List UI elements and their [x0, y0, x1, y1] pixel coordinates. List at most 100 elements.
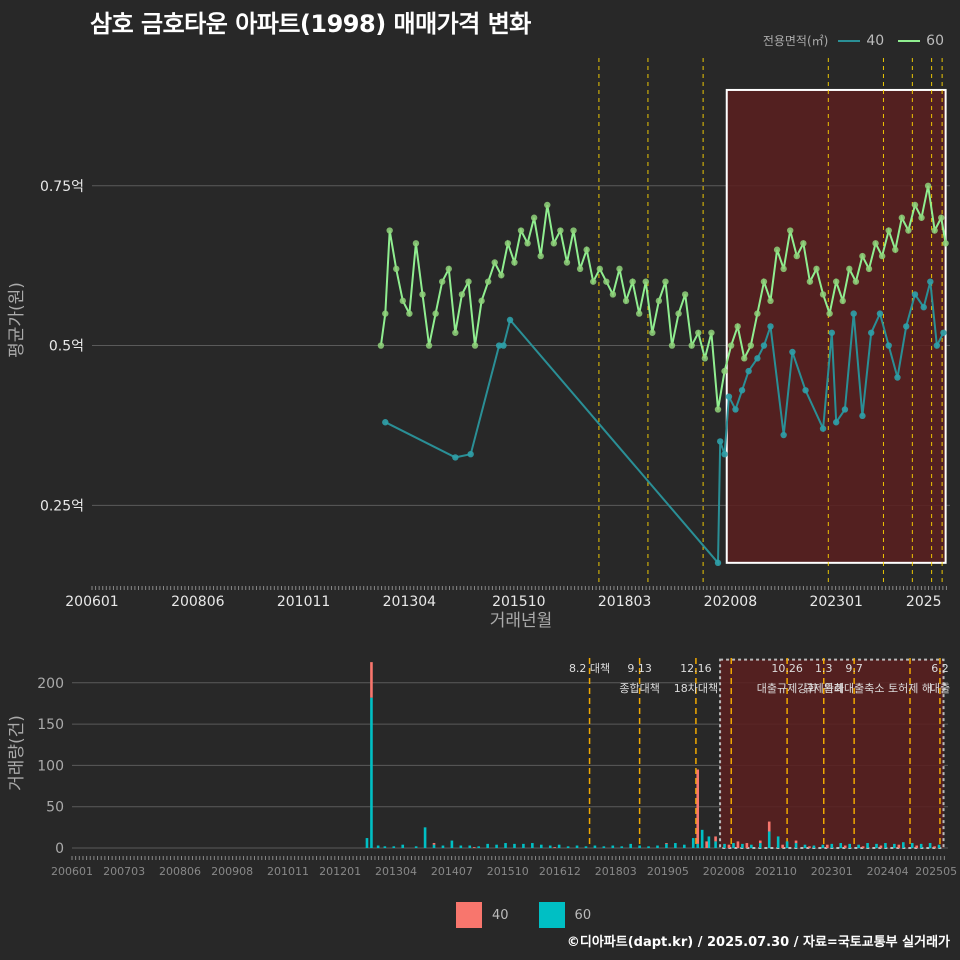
series-60-point [767, 297, 774, 305]
series-40-point [903, 323, 910, 330]
series-60-point [491, 259, 498, 266]
series-60-point [872, 240, 879, 247]
series-60-point [655, 297, 663, 305]
series-60-point [760, 278, 768, 285]
series-60-point [530, 214, 538, 221]
vol-bar-40 [432, 843, 436, 845]
series-60-point [911, 201, 919, 209]
series-40-point [802, 387, 809, 394]
legend-box-60 [538, 902, 565, 928]
y-tick-label: 0.75억 [40, 179, 84, 195]
series-60-point [635, 310, 643, 317]
series-60-point [898, 214, 906, 221]
series-60-point [938, 214, 945, 221]
legend-top: 전용면적(㎡) 40 60 [763, 32, 952, 49]
series-60-point [859, 252, 866, 260]
series-60-point [484, 278, 492, 285]
vol-bar-60 [620, 846, 624, 848]
vol-bar-60 [656, 845, 659, 848]
policy-annotation-name: 대출 [930, 682, 950, 695]
vol-x-tick-label: 200908 [211, 865, 253, 878]
policy-annotation-name: 규제완화 [804, 682, 844, 695]
vol-bar-60 [776, 836, 780, 848]
legend-top-title: 전용면적(㎡) [762, 34, 829, 48]
x-tick-label: 200601 [65, 594, 118, 610]
vol-x-tick-label: 201510 [487, 865, 529, 878]
series-60-point [471, 342, 479, 349]
vol-bar-60 [575, 845, 579, 848]
policy-annotation-date: 9.7 [845, 662, 863, 675]
x-axis-title: 거래년월 [490, 611, 553, 631]
vol-bar-40 [758, 840, 762, 844]
series-60-point [662, 278, 669, 285]
y-tick-label: 0.5억 [49, 339, 84, 355]
series-60-point [800, 240, 807, 247]
vol-bar-60 [376, 845, 380, 848]
policy-annotation-name: 종합대책 [619, 682, 659, 695]
vol-bar-60 [830, 843, 834, 848]
vol-x-tick-label: 202110 [755, 865, 797, 878]
vol-bar-40 [915, 845, 919, 848]
series-60-point [839, 297, 846, 305]
vol-bar-60 [707, 836, 711, 848]
x-tick-label: 2025 [906, 594, 942, 610]
vol-bar-60 [732, 843, 735, 848]
vol-bar-60 [674, 843, 677, 848]
policy-annotation-name: 대출규제강화 [757, 682, 818, 695]
series-60-point [681, 291, 689, 298]
series-60-point [668, 342, 676, 349]
series-40-point [714, 559, 722, 567]
series-60-point [675, 310, 682, 317]
legend-bottom: 40 60 [456, 902, 611, 928]
series-60-point [386, 227, 393, 234]
vol-x-tick-label: 201304 [375, 865, 417, 878]
vol-bar-40 [879, 845, 883, 848]
vol-bar-40 [370, 662, 373, 698]
series-60-point [885, 227, 892, 234]
vol-bar-40 [897, 844, 901, 848]
series-40-point [940, 329, 947, 336]
vol-bar-60 [884, 843, 887, 848]
vol-bar-60 [539, 844, 543, 848]
x-tick-label: 202301 [809, 594, 862, 610]
y-axis-title: 평균가(원) [7, 282, 27, 358]
series-60-point [793, 252, 800, 260]
series-60-point [563, 259, 571, 266]
legend-label-60: 60 [926, 32, 944, 49]
vol-bar-40 [727, 844, 731, 848]
series-40-point [760, 342, 768, 349]
x-tick-label: 201304 [383, 594, 437, 610]
series-60-point [498, 272, 505, 279]
vol-bar-60 [638, 845, 641, 848]
vol-bar-40 [745, 843, 749, 848]
vol-x-tick-label: 201407 [431, 865, 473, 878]
series-40-point [452, 454, 459, 461]
vol-bar-60 [937, 844, 941, 848]
vol-bar-60 [531, 843, 534, 848]
volume-chart: 0 50 100 150 200 8.2 대책 9.13 종합대책 12.16 18차대책 10.2… [7, 658, 957, 878]
vol-bar-60 [647, 846, 650, 848]
series-60-point [773, 246, 781, 253]
series-40-point [894, 374, 901, 381]
vol-bar-40 [705, 841, 708, 848]
series-60-point [892, 246, 899, 253]
vol-bar-60 [566, 846, 570, 848]
vol-bar-40 [843, 845, 847, 848]
vol-bar-60 [821, 844, 825, 848]
series-60-point [596, 265, 603, 273]
series-40-point [500, 342, 507, 349]
policy-annotation-date: 9.13 [627, 662, 652, 675]
series-40-point [716, 438, 724, 445]
series-60-point [832, 278, 840, 285]
series-60-point [524, 240, 531, 247]
series-40-point [495, 342, 503, 349]
legend-bottom-label-60: 60 [574, 907, 592, 923]
vol-bar-60 [714, 841, 717, 848]
series-60-point [412, 240, 420, 247]
series-60-point [865, 265, 873, 273]
vol-y-tick-label: 0 [55, 841, 64, 857]
vol-bar-60 [593, 845, 597, 848]
vol-y-tick-label: 200 [37, 676, 64, 692]
series-60-point [399, 297, 407, 305]
series-40-point [876, 310, 884, 317]
